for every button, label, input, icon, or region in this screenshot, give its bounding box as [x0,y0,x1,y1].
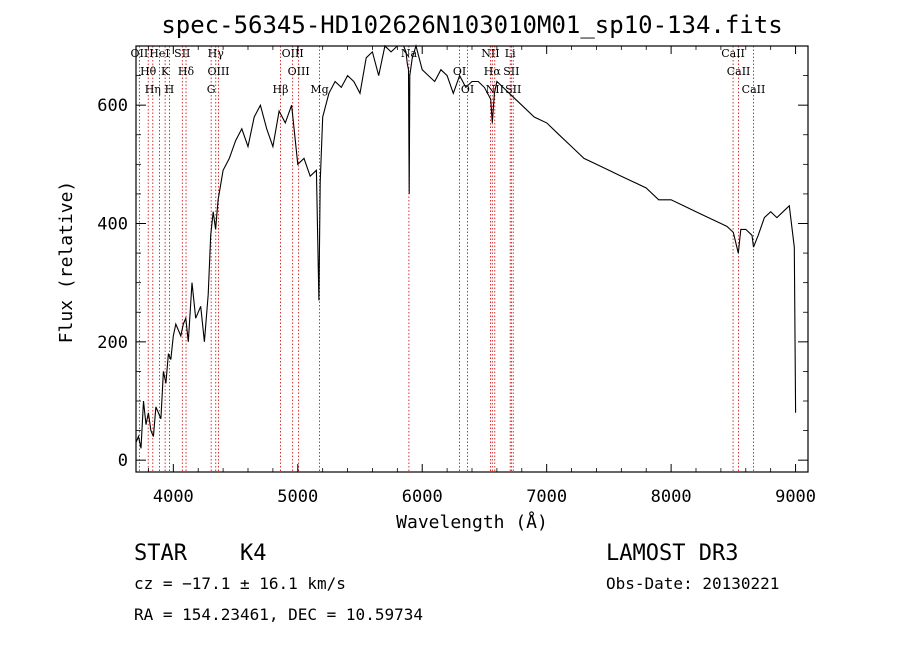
marker-labels: OIIHθHηHeIKHSIIHδGHγOIIIHβOIIIOIIIMgNaOI… [131,47,766,96]
marker-label: H [165,83,175,96]
x-tick-label: 7000 [526,487,567,507]
y-axis-ticks: 0 200 400 600 [97,75,808,471]
plot-frame [135,45,809,473]
marker-label: Hθ [140,65,157,78]
marker-label: Hα [484,65,502,78]
x-axis-label: Wavelength (Å) [396,511,548,533]
y-axis-label: Flux (relative) [56,181,77,344]
x-tick-label: 6000 [402,487,443,507]
marker-label: Li [505,47,516,60]
marker-label: SII [505,83,521,96]
marker-label: K [161,65,170,78]
marker-label: G [207,83,216,96]
x-axis-ticks: 4000 5000 6000 7000 8000 9000 [148,46,816,507]
survey-name: LAMOST DR3 [606,541,738,566]
observation-date: Obs-Date: 20130221 [606,574,779,593]
x-tick-label: 8000 [651,487,692,507]
marker-label: OIII [282,47,304,60]
y-tick-label: 200 [97,333,128,353]
marker-label: OI [461,83,474,96]
spectrum-line [135,44,797,449]
marker-label: CaII [727,65,751,78]
marker-label: OI [453,65,466,78]
marker-label: OII [131,47,149,60]
marker-label: CaII [721,47,745,60]
star-class: STAR [134,541,188,566]
marker-label: Mg [310,83,328,96]
star-subclass: K4 [240,541,267,566]
coordinates-text: RA = 154.23461, DEC = 10.59734 [134,605,423,624]
marker-label: HeI [149,47,169,60]
marker-label: SII [174,47,190,60]
x-tick-label: 9000 [775,487,816,507]
marker-label: Hδ [178,65,195,78]
marker-label: SII [503,65,519,78]
line-markers [138,46,754,472]
y-tick-label: 0 [118,451,128,471]
y-tick-label: 400 [97,215,128,235]
y-tick-label: 600 [97,96,128,116]
x-tick-label: 5000 [277,487,318,507]
redshift-text: cz = −17.1 ± 16.1 km/s [134,574,346,593]
marker-label: Hη [145,83,161,96]
marker-label: OIII [288,65,310,78]
marker-label: NII [481,47,499,60]
marker-label: OIII [207,65,229,78]
chart-title: spec-56345-HD102626N103010M01_sp10-134.f… [161,11,782,39]
x-tick-label: 4000 [153,487,194,507]
marker-label: Hβ [273,83,289,96]
marker-label: Hγ [208,47,225,60]
marker-label: CaII [742,83,766,96]
